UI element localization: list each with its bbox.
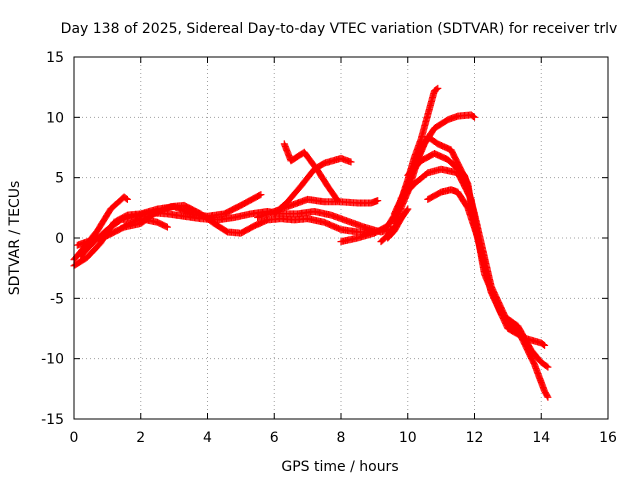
data-point (540, 341, 547, 349)
x-tick-label: 2 (136, 430, 145, 446)
series-track-6 (280, 140, 342, 205)
series-track-14 (424, 186, 488, 266)
x-tick-label: 16 (599, 430, 617, 446)
series-track-16 (377, 205, 412, 246)
x-tick-label: 8 (337, 430, 346, 446)
data-point (404, 205, 412, 213)
chart-title: Day 138 of 2025, Sidereal Day-to-day VTE… (61, 21, 618, 37)
x-tick-label: 10 (399, 430, 417, 446)
data-point (163, 223, 171, 231)
y-tick-label: -15 (41, 412, 64, 428)
series-track-8 (254, 195, 382, 221)
x-tick-label: 0 (70, 430, 79, 446)
data-point (347, 158, 355, 166)
series-track-5 (120, 215, 171, 231)
y-tick-label: -10 (41, 352, 64, 368)
data-point (433, 85, 441, 93)
x-tick-label: 4 (203, 430, 212, 446)
data-point (543, 392, 551, 400)
data-point (374, 197, 382, 205)
data-point (122, 195, 130, 203)
y-tick-label: -5 (50, 291, 64, 307)
data-point (434, 84, 442, 92)
x-tick-label: 6 (270, 430, 279, 446)
x-axis-title: GPS time / hours (281, 459, 398, 475)
series-track-13 (404, 150, 552, 401)
data-point (469, 113, 477, 120)
axis-ticks (73, 56, 609, 420)
data-point (471, 113, 478, 121)
data-point (123, 195, 131, 203)
x-tick-label: 14 (532, 430, 550, 446)
data-point (541, 341, 549, 349)
x-axis-tick-labels: 0 2 4 6 8 10 12 14 16 (70, 430, 617, 446)
y-tick-label: 0 (55, 231, 64, 247)
data-point (544, 393, 552, 401)
grid-lines (74, 57, 608, 419)
data-point (544, 363, 552, 371)
data-point (543, 362, 551, 370)
data-point (481, 258, 488, 266)
y-axis-tick-labels: -15 -10 -5 0 5 10 15 (41, 50, 64, 428)
data-point (257, 191, 265, 199)
data-layer (70, 84, 552, 401)
data-point (403, 206, 411, 214)
x-tick-label: 12 (466, 430, 484, 446)
y-tick-label: 5 (55, 171, 64, 187)
y-axis-title: SDTVAR / TECUs (7, 181, 23, 296)
y-tick-label: 10 (46, 110, 64, 126)
y-tick-label: 15 (46, 50, 64, 66)
